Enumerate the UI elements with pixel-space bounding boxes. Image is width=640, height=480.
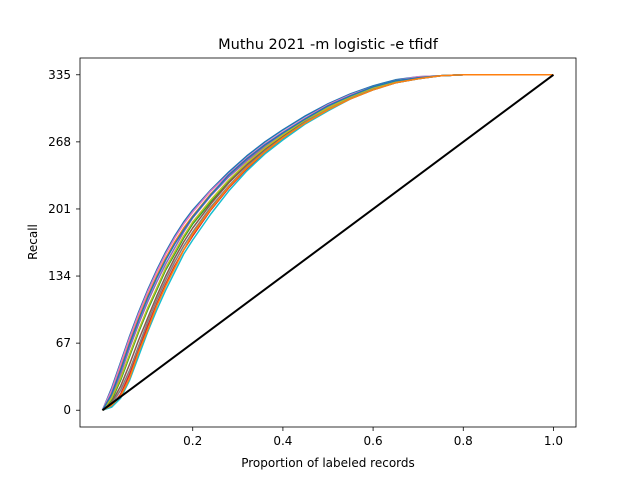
y-tick-label: 67 (56, 336, 71, 350)
x-axis-label: Proportion of labeled records (241, 456, 415, 470)
y-axis: 0 67 134 201 268 335 (48, 68, 80, 417)
baseline-line (101, 73, 555, 412)
y-tick-label: 201 (48, 202, 71, 216)
x-tick-label: 0.2 (183, 434, 202, 448)
y-axis-label: Recall (26, 224, 40, 260)
y-tick-label: 134 (48, 269, 71, 283)
x-tick-label: 0.6 (364, 434, 383, 448)
x-tick-label: 0.4 (273, 434, 292, 448)
series-line-11 (101, 74, 554, 411)
series-layer (101, 74, 554, 411)
x-tick-label: 1.0 (544, 434, 563, 448)
plot-area-border (79, 57, 577, 428)
axes-frame (79, 57, 577, 428)
x-tick-label: 0.8 (454, 434, 473, 448)
y-tick-label: 335 (48, 68, 71, 82)
y-tick-label: 0 (63, 403, 71, 417)
x-axis: 0.2 0.4 0.6 0.8 1.0 (183, 427, 563, 448)
series-line-12 (102, 74, 554, 411)
y-tick-label: 268 (48, 135, 71, 149)
baseline-layer (101, 73, 555, 412)
chart-title: Muthu 2021 -m logistic -e tfidf (218, 37, 439, 53)
